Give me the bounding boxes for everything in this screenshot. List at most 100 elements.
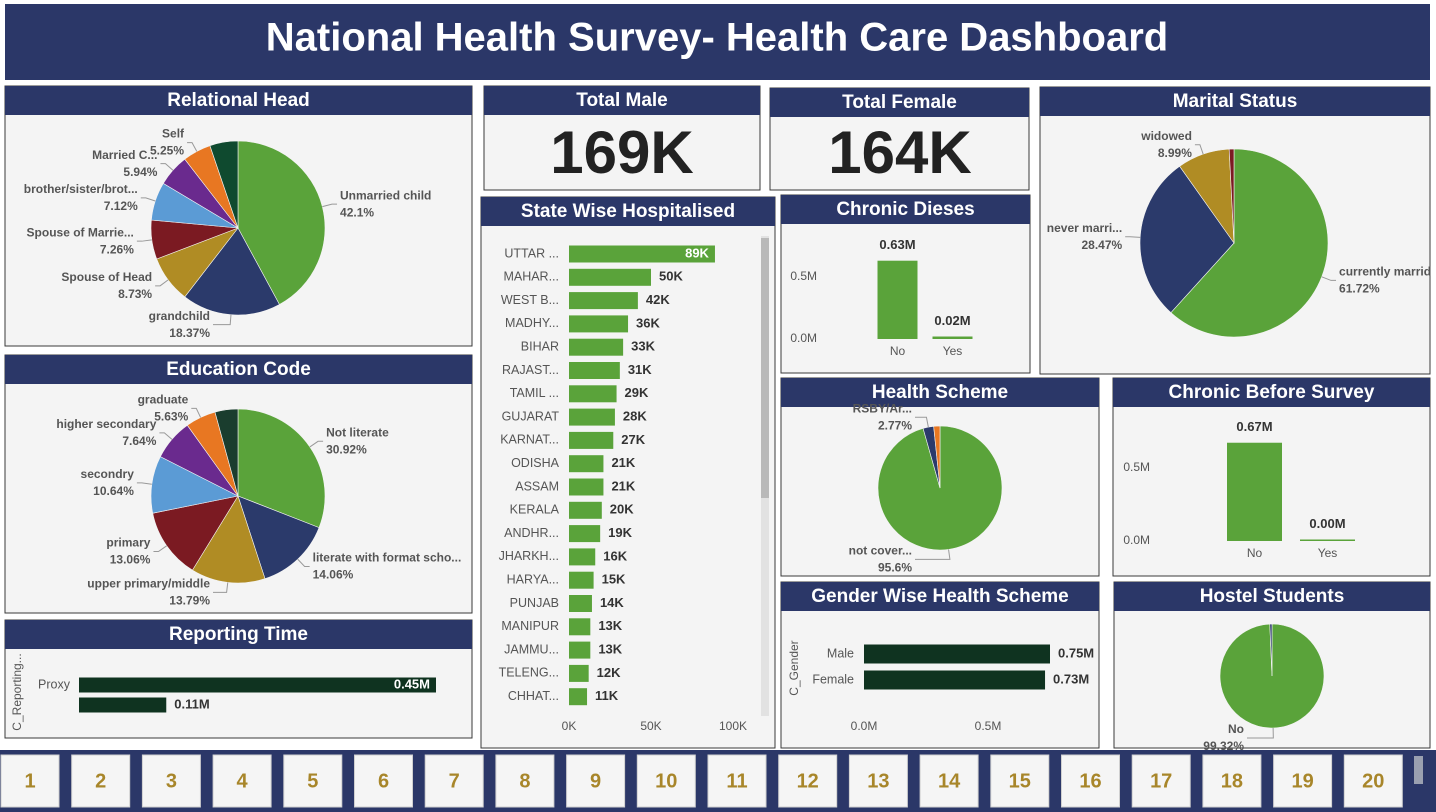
page-button[interactable]: [0, 754, 60, 808]
page-button[interactable]: [778, 754, 838, 808]
slice-value: 5.94%: [123, 165, 157, 179]
page-button-label[interactable]: 7: [449, 770, 460, 792]
bar: [569, 548, 596, 566]
panel-title: Chronic Dieses: [836, 199, 974, 220]
page-button-label[interactable]: 10: [655, 770, 677, 792]
bar: [569, 595, 592, 612]
slice-value: 8.73%: [118, 287, 152, 301]
page-button[interactable]: [212, 754, 272, 808]
bar-value: 50K: [659, 269, 683, 284]
page-button-label[interactable]: 2: [95, 770, 106, 792]
page-button-label[interactable]: 1: [24, 770, 35, 792]
bar-value: 28K: [623, 409, 647, 424]
page-button-label[interactable]: 13: [867, 770, 889, 792]
slice-value: 14.06%: [313, 568, 354, 582]
bar: [877, 260, 918, 339]
slice-label: widowed: [1140, 129, 1192, 143]
bar-value: 36K: [636, 315, 660, 330]
pie-slice: [184, 227, 280, 316]
leader-line: [187, 142, 198, 152]
y-tick-label: JHARKH...: [499, 549, 559, 563]
y-tick-label: PUNJAB: [510, 596, 559, 610]
page-button[interactable]: [707, 754, 767, 808]
panel-title: Reporting Time: [169, 624, 308, 645]
pie-slice: [933, 425, 941, 489]
y-tick-label: 0.0M: [790, 331, 817, 345]
bar-value: 11K: [595, 688, 619, 703]
bar: [569, 315, 629, 333]
bar-value: 12K: [597, 665, 621, 680]
y-tick-label: Female: [812, 672, 854, 686]
page-button[interactable]: [283, 754, 343, 808]
bar: [569, 362, 620, 379]
page-button[interactable]: [848, 754, 908, 808]
page-button[interactable]: [990, 754, 1050, 808]
x-tick-label: 100K: [719, 719, 747, 733]
slice-label: not cover...: [849, 543, 912, 557]
bar: [569, 641, 591, 659]
slice-label: Unmarried child: [340, 188, 431, 202]
y-tick-label: MAHAR...: [503, 270, 559, 284]
page-button-label[interactable]: 8: [519, 770, 530, 792]
page-button[interactable]: [919, 754, 979, 808]
page-button[interactable]: [424, 754, 484, 808]
y-tick-label: WEST B...: [501, 293, 559, 307]
leader-line: [915, 416, 929, 428]
panel-title-bar: [481, 197, 775, 226]
leader-line: [191, 407, 202, 418]
page-button-label[interactable]: 15: [1009, 770, 1031, 792]
page-button[interactable]: [71, 754, 131, 808]
slice-label: secondry: [81, 467, 135, 481]
page-button-label[interactable]: 17: [1150, 770, 1172, 792]
page-button-label[interactable]: 11: [726, 770, 747, 792]
page-button-label[interactable]: 5: [307, 770, 318, 792]
x-tick-label: 0.0M: [851, 719, 878, 733]
page-button-label[interactable]: 16: [1079, 770, 1101, 792]
y-axis-label: C_Gender: [787, 640, 801, 695]
slice-label: never marri...: [1047, 221, 1122, 235]
slice-value: 13.79%: [169, 593, 210, 607]
page-button-label[interactable]: 4: [237, 770, 249, 792]
slice-value: 13.06%: [110, 553, 151, 567]
page-button-label[interactable]: 18: [1221, 770, 1243, 792]
page-button[interactable]: [1202, 754, 1262, 808]
page-button[interactable]: [1343, 754, 1403, 808]
panel-title: Health Scheme: [872, 382, 1008, 403]
y-tick-label: 0.0M: [1123, 533, 1150, 547]
bar-value: 0.75M: [1058, 645, 1094, 660]
page-button-label[interactable]: 12: [797, 770, 819, 792]
leader-line: [213, 314, 232, 326]
slice-label: Self: [162, 127, 185, 141]
bar-value: 21K: [611, 478, 635, 493]
page-button-label[interactable]: 14: [938, 770, 961, 792]
page-button[interactable]: [1273, 754, 1333, 808]
bar: [864, 670, 1046, 690]
y-tick-label: Male: [827, 646, 854, 660]
bar-value: 13K: [598, 618, 622, 633]
page-button[interactable]: [566, 754, 626, 808]
panel-title: Relational Head: [167, 90, 310, 111]
slice-label: upper primary/middle: [87, 576, 210, 590]
page-button[interactable]: [141, 754, 201, 808]
page-button-label[interactable]: 6: [378, 770, 389, 792]
page-button-label[interactable]: 19: [1291, 770, 1313, 792]
page-button[interactable]: [354, 754, 413, 808]
page-button-label[interactable]: 9: [590, 770, 601, 792]
page-button[interactable]: [1061, 754, 1120, 808]
panel-title: Gender Wise Health Scheme: [811, 586, 1068, 607]
bar: [569, 571, 594, 589]
bar: [569, 688, 588, 706]
slice-value: 99.32%: [1203, 739, 1244, 753]
page-button-label[interactable]: 3: [166, 770, 177, 792]
panel-title: Marital Status: [1173, 91, 1298, 112]
page-button-label[interactable]: 20: [1362, 770, 1384, 792]
slice-label: brother/sister/brot...: [24, 182, 138, 196]
slice-value: 42.1%: [340, 205, 374, 219]
y-axis-label: C_Reporting...: [10, 653, 24, 730]
panel-title: Hostel Students: [1200, 586, 1345, 607]
bar-value: 0.11M: [174, 696, 209, 711]
page-button[interactable]: [636, 754, 696, 808]
bar-value: 0.02M: [934, 313, 970, 328]
page-button[interactable]: [1131, 754, 1191, 808]
page-button[interactable]: [495, 754, 555, 808]
